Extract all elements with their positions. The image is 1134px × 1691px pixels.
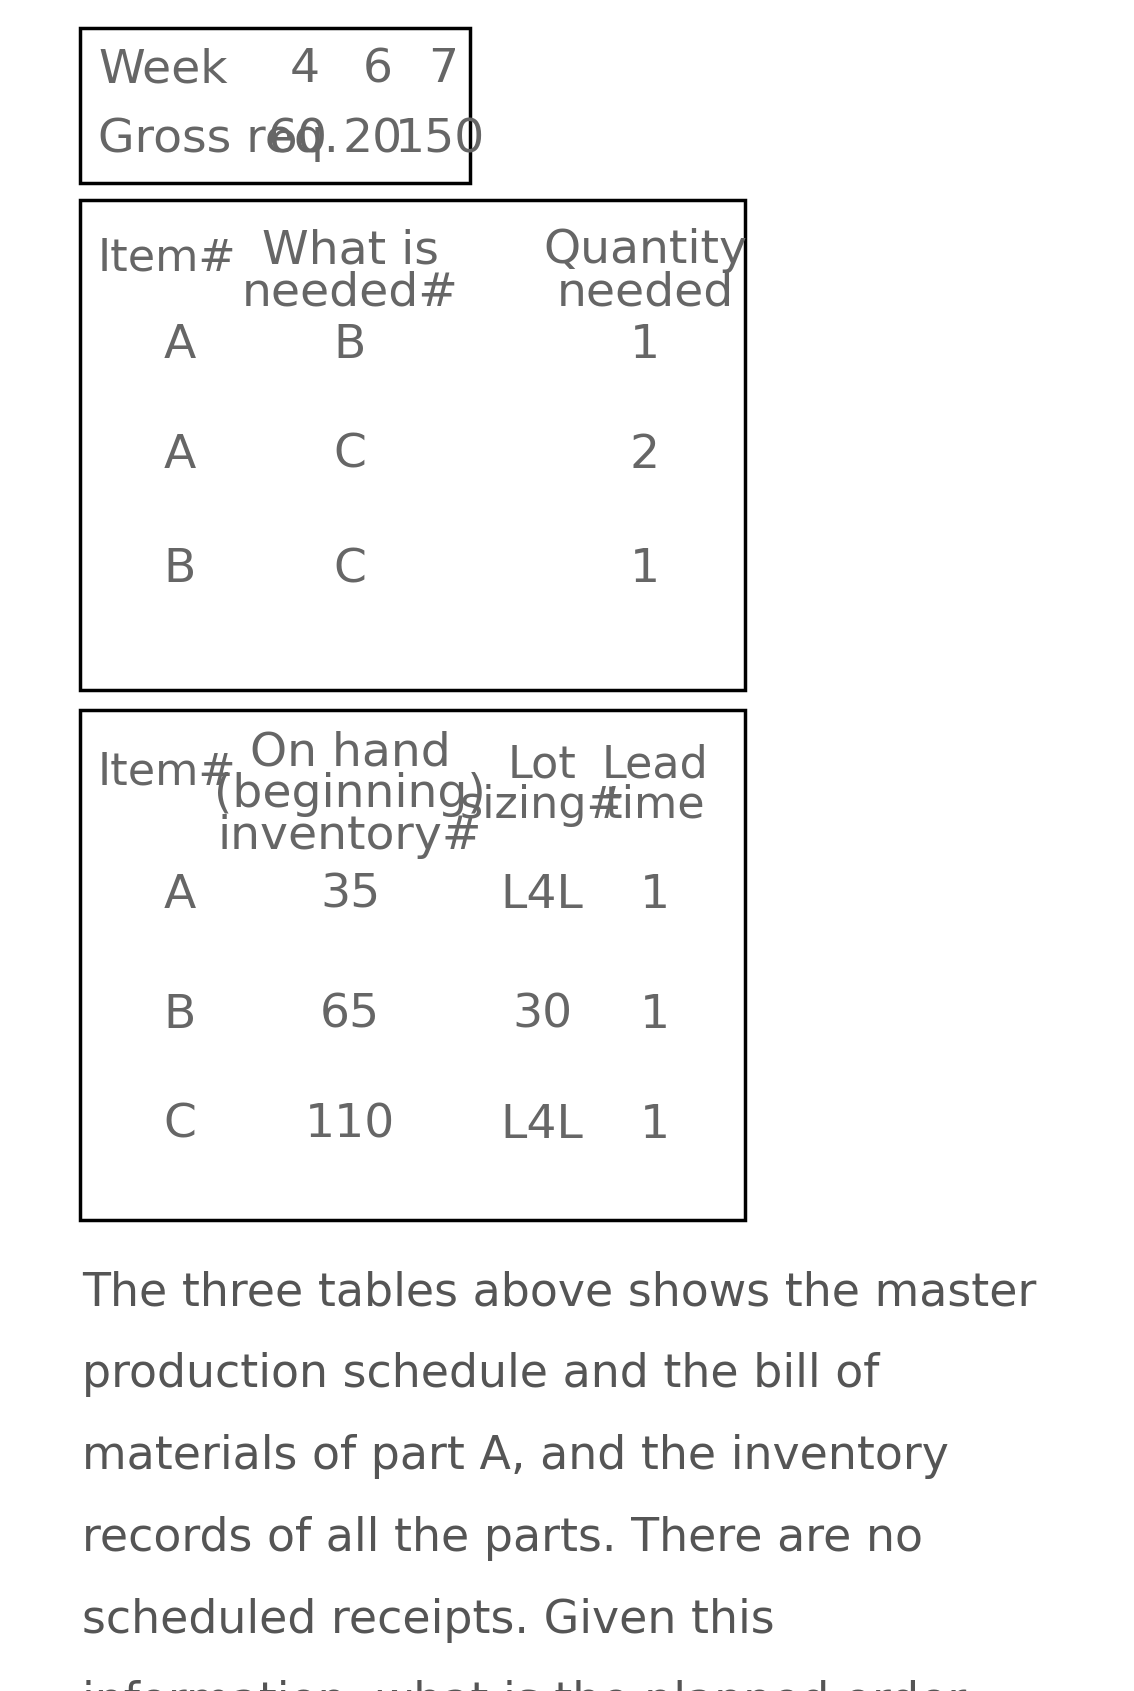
Text: 6: 6 (363, 47, 393, 93)
Bar (81, 200, 745, 690)
Text: On hand: On hand (249, 731, 450, 774)
Text: The three tables above shows the master: The three tables above shows the master (82, 1270, 1036, 1316)
Text: B: B (333, 323, 366, 367)
Text: 35: 35 (320, 873, 380, 918)
Text: Gross req.: Gross req. (98, 117, 339, 162)
Text: What is: What is (262, 228, 439, 272)
Text: 1: 1 (640, 873, 670, 918)
Text: L4L: L4L (500, 873, 583, 918)
Text: 7: 7 (428, 47, 458, 93)
Text: records of all the parts. There are no: records of all the parts. There are no (82, 1517, 923, 1561)
Text: A: A (163, 323, 196, 367)
Text: C: C (333, 548, 366, 592)
Text: needed#: needed# (242, 271, 458, 315)
Bar (81, 29, 469, 183)
Text: A: A (163, 873, 196, 918)
Text: scheduled receipts. Given this: scheduled receipts. Given this (82, 1598, 775, 1644)
Text: materials of part A, and the inventory: materials of part A, and the inventory (82, 1434, 949, 1480)
Text: 150: 150 (395, 117, 485, 162)
Text: 1: 1 (640, 993, 670, 1038)
Text: B: B (163, 993, 196, 1038)
Text: 1: 1 (631, 548, 660, 592)
Text: production schedule and the bill of: production schedule and the bill of (82, 1353, 879, 1397)
Text: Week: Week (98, 47, 228, 93)
Text: inventory#: inventory# (218, 813, 482, 859)
Text: 65: 65 (320, 993, 380, 1038)
Text: 2: 2 (631, 433, 660, 477)
Text: A: A (163, 433, 196, 477)
Text: 20: 20 (342, 117, 403, 162)
Text: Item#: Item# (98, 237, 237, 279)
Text: C: C (333, 433, 366, 477)
Text: time: time (604, 785, 705, 827)
Text: Item#: Item# (98, 751, 237, 793)
Text: 30: 30 (511, 993, 572, 1038)
Text: 60: 60 (268, 117, 328, 162)
Text: Lead: Lead (602, 744, 709, 786)
Text: information, what is the planned order: information, what is the planned order (82, 1679, 966, 1691)
Text: C: C (163, 1103, 196, 1148)
Text: needed: needed (557, 271, 734, 315)
Text: L4L: L4L (500, 1103, 583, 1148)
Text: sizing#: sizing# (459, 785, 625, 827)
Text: 110: 110 (305, 1103, 395, 1148)
Text: Quantity: Quantity (543, 228, 747, 272)
Text: 1: 1 (631, 323, 660, 367)
Text: 1: 1 (640, 1103, 670, 1148)
Text: B: B (163, 548, 196, 592)
Bar (81, 710, 745, 1219)
Text: (beginning): (beginning) (214, 773, 485, 817)
Text: 4: 4 (290, 47, 320, 93)
Text: Lot: Lot (508, 744, 576, 786)
